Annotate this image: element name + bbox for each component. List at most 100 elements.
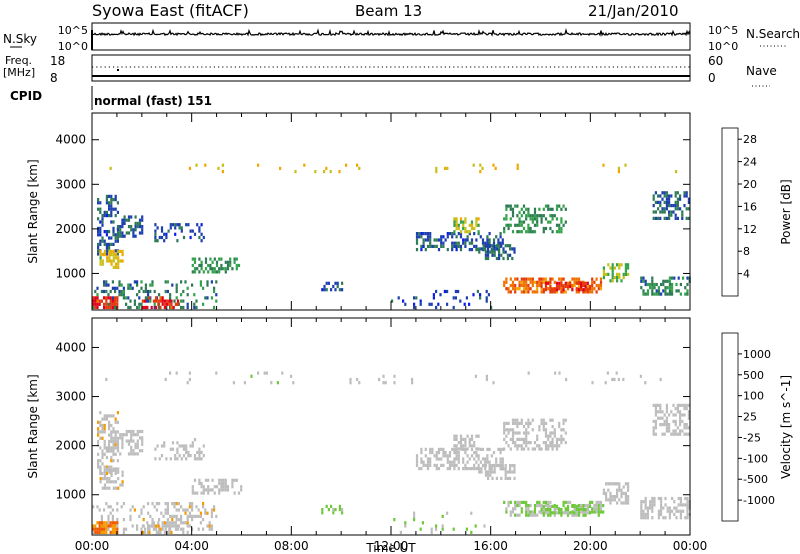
data-cell — [558, 226, 561, 231]
data-cell — [542, 421, 545, 425]
data-cell — [202, 518, 205, 522]
data-cell — [125, 296, 128, 300]
data-cell — [511, 210, 515, 215]
data-cell — [586, 290, 589, 294]
data-cell — [130, 429, 133, 434]
data-cell — [393, 381, 396, 385]
data-cell — [615, 371, 618, 375]
data-cell — [432, 296, 435, 300]
data-cell — [153, 505, 156, 509]
data-cell — [531, 428, 534, 432]
data-cell — [466, 230, 469, 234]
data-cell — [120, 289, 123, 294]
data-cell — [544, 217, 548, 221]
data-cell — [540, 220, 543, 224]
data-cell — [549, 504, 552, 508]
data-cell — [640, 506, 643, 510]
data-region-2 — [116, 215, 144, 238]
data-cell — [607, 498, 610, 502]
data-cell — [687, 207, 690, 211]
data-cell — [520, 220, 523, 224]
data-cell — [470, 454, 474, 458]
data-cell — [100, 527, 103, 531]
data-cell — [97, 427, 100, 431]
data-cell — [382, 381, 385, 385]
data-cell — [176, 447, 179, 451]
data-cell — [413, 305, 416, 310]
data-cell — [624, 498, 627, 502]
nave-tick-bottom: 0 — [708, 71, 716, 85]
data-cell — [209, 488, 212, 492]
data-cell — [164, 289, 167, 294]
data-cell — [437, 248, 441, 252]
data-cell — [509, 437, 512, 441]
data-cell — [198, 457, 201, 461]
data-cell — [186, 524, 189, 528]
data-cell — [156, 239, 159, 243]
data-cell — [605, 272, 608, 276]
data-cell — [338, 504, 341, 508]
data-cell — [659, 216, 662, 220]
data-cell — [108, 230, 111, 234]
data-cell — [466, 434, 469, 438]
data-cell — [430, 530, 433, 534]
data-cell — [455, 248, 458, 252]
data-cell — [105, 194, 108, 198]
data-cell — [679, 419, 682, 423]
data-cell — [560, 217, 563, 221]
data-cell — [459, 299, 462, 303]
data-cell — [676, 197, 679, 201]
data-cell — [462, 241, 465, 245]
data-cell — [525, 207, 528, 211]
data-cell — [106, 467, 109, 471]
data-cell — [98, 302, 101, 306]
data-cell — [112, 439, 115, 444]
data-cell — [525, 510, 528, 514]
data-cell — [664, 289, 667, 293]
data-cell — [618, 482, 621, 486]
data-cell — [564, 284, 567, 289]
data-cell — [250, 374, 253, 378]
data-cell — [111, 286, 114, 290]
data-cell — [191, 514, 194, 518]
data-cell — [107, 527, 110, 531]
data-cell — [429, 235, 432, 239]
data-cell — [162, 514, 165, 518]
data-cell — [500, 464, 503, 468]
data-cell — [103, 521, 106, 525]
data-region-6 — [92, 502, 218, 534]
data-cell — [503, 425, 506, 429]
data-cell — [136, 293, 139, 297]
data-cell — [506, 470, 509, 474]
data-cell — [97, 443, 100, 447]
data-cell — [215, 270, 219, 274]
data-cell — [533, 513, 537, 517]
data-cell — [429, 244, 432, 248]
data-cell — [564, 281, 567, 285]
data-cell — [527, 504, 530, 508]
data-cell — [155, 299, 158, 303]
data-cell — [164, 502, 167, 506]
data-cell — [549, 226, 552, 231]
data-cell — [644, 500, 647, 504]
data-cell — [144, 296, 147, 300]
data-cell — [507, 204, 510, 208]
data-cell — [108, 414, 111, 418]
data-cell — [687, 216, 690, 220]
data-cell — [582, 513, 585, 517]
data-cell — [655, 282, 658, 287]
data-cell — [457, 289, 460, 294]
data-cell — [654, 432, 657, 436]
data-cell — [110, 259, 113, 263]
data-cell — [657, 416, 660, 420]
data-cell — [419, 527, 422, 531]
data-cell — [114, 446, 117, 450]
data-cell — [142, 518, 145, 522]
data-cell — [435, 170, 438, 174]
data-cell — [231, 478, 234, 482]
data-cell — [654, 426, 657, 430]
data-cell — [588, 511, 592, 515]
data-cell — [566, 284, 570, 289]
data-cell — [497, 238, 500, 242]
data-cell — [114, 236, 117, 240]
